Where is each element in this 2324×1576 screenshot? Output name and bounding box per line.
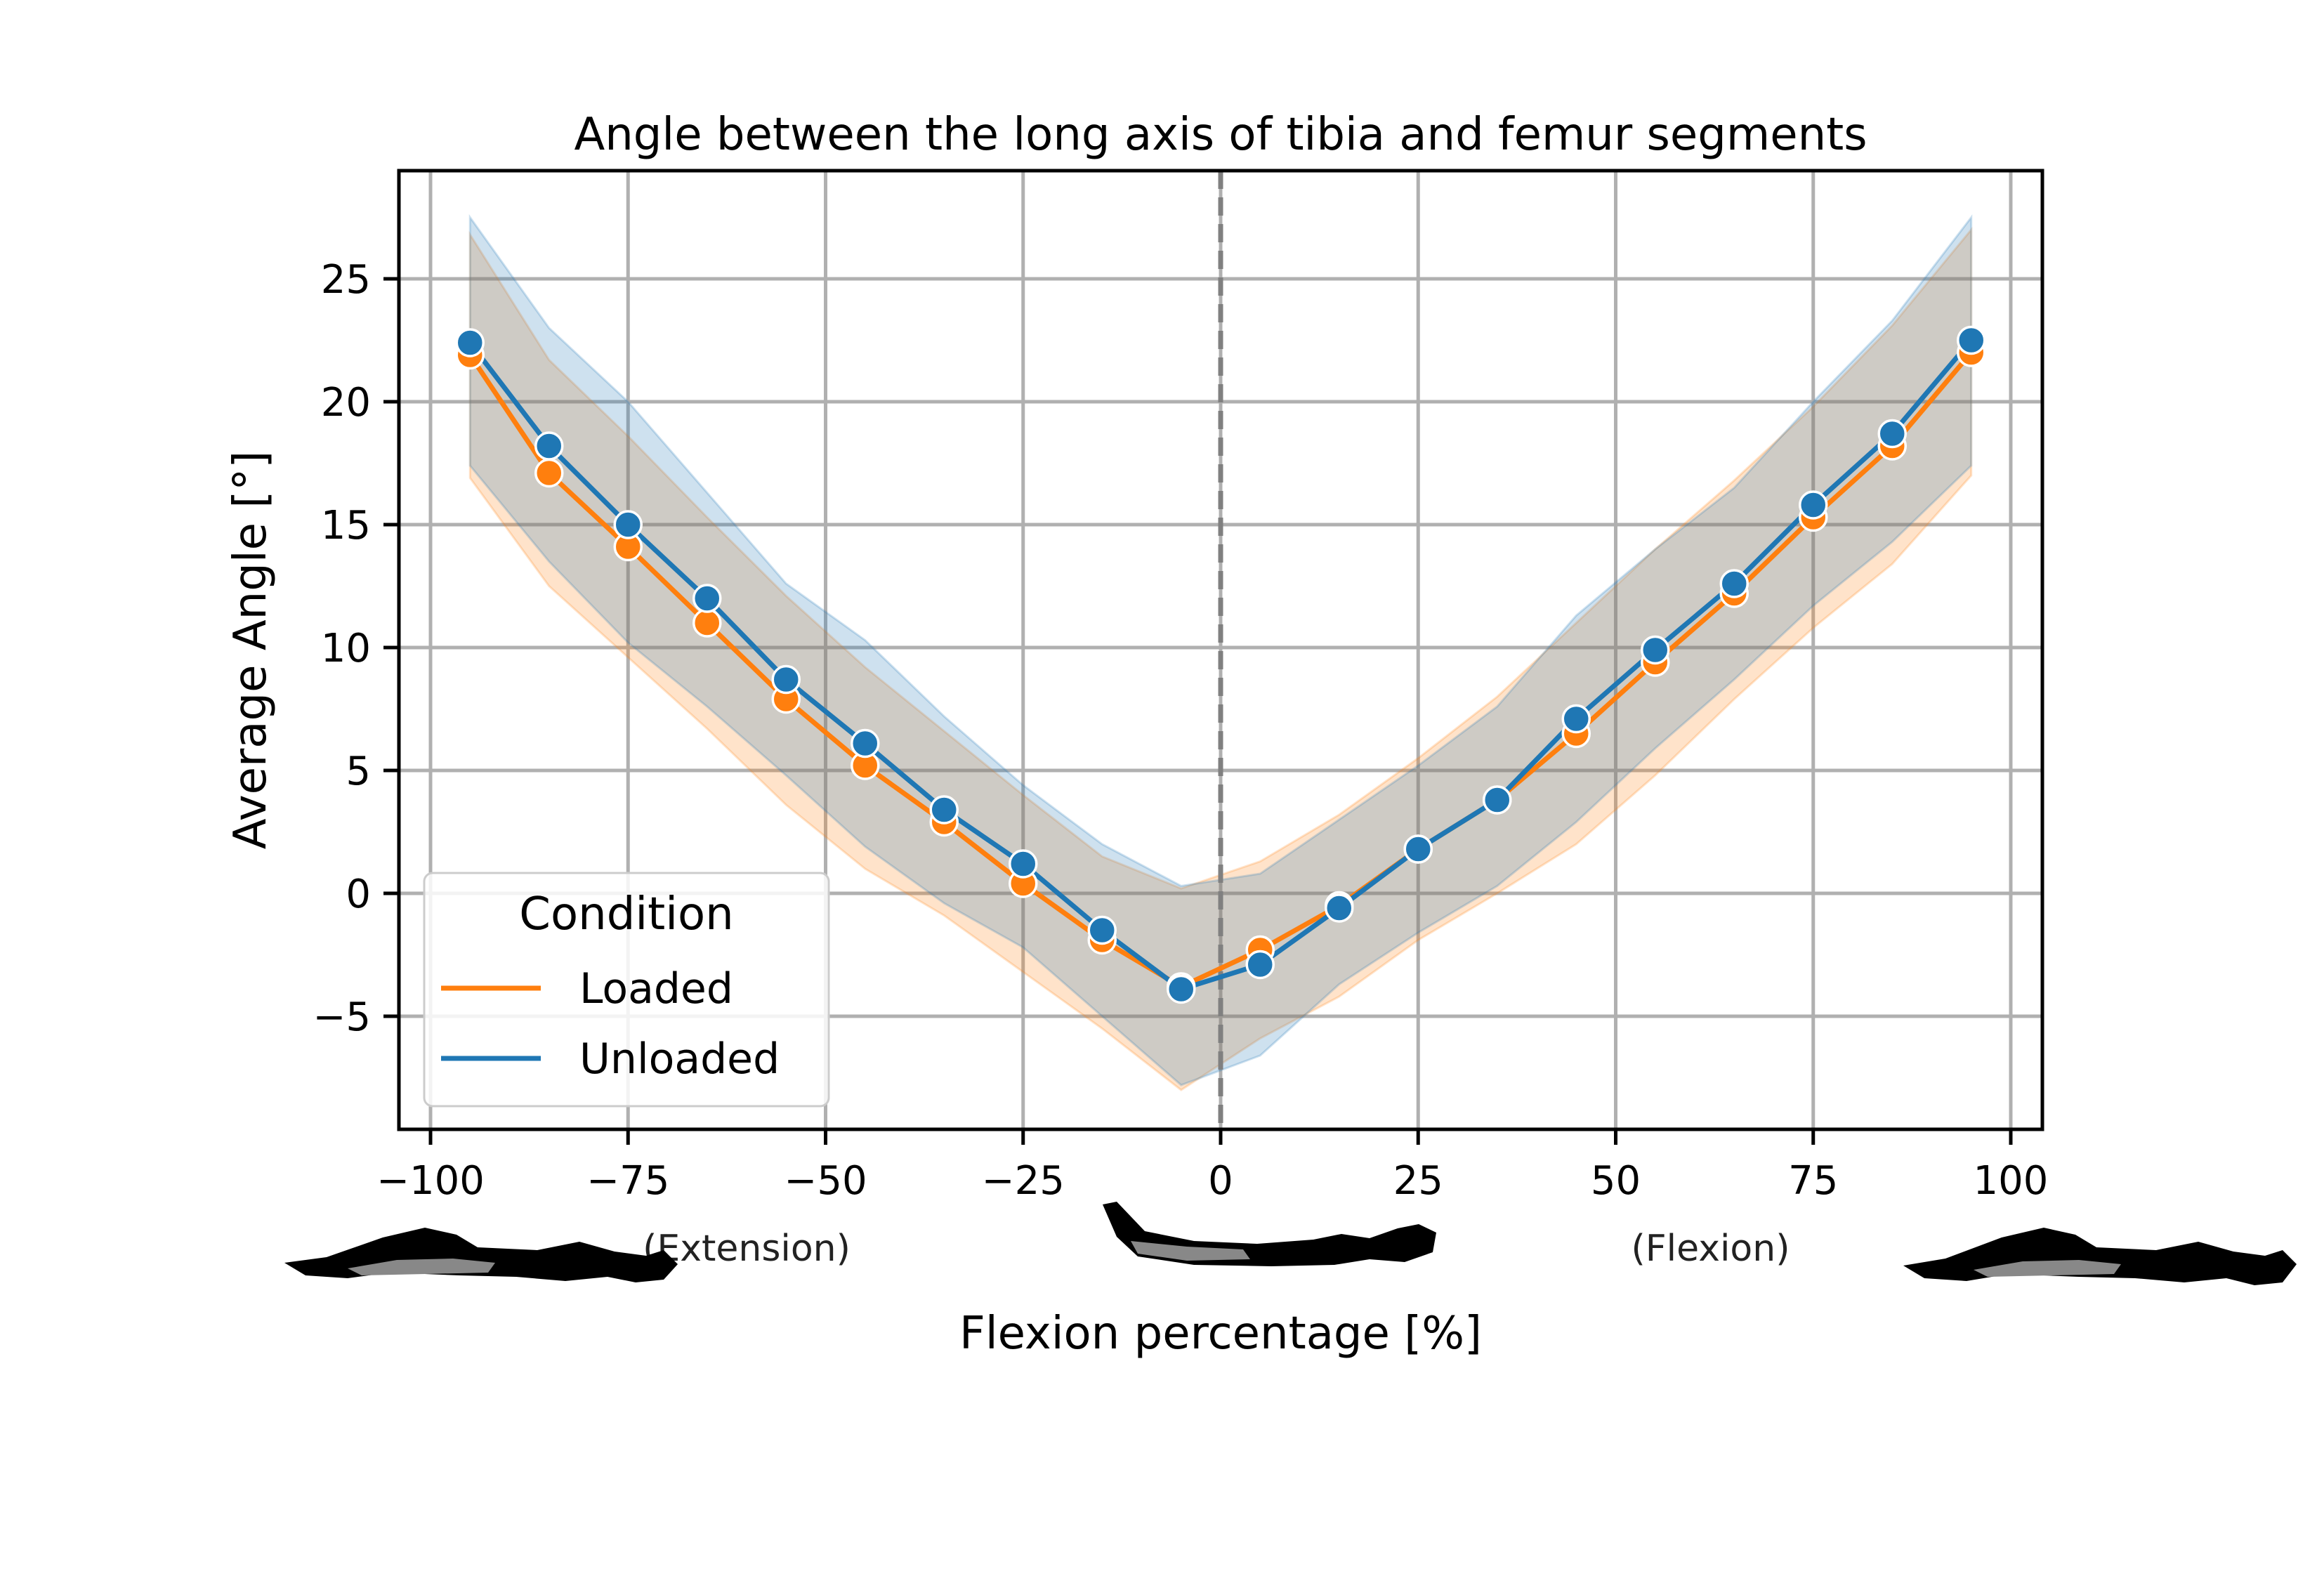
data-point-unloaded <box>851 728 880 759</box>
data-point-unloaded <box>455 328 485 357</box>
y-tick-label: 20 <box>321 380 371 426</box>
data-point-unloaded <box>1641 635 1670 665</box>
x-axis-title: Flexion percentage [%] <box>959 1308 1482 1360</box>
y-tick-label: 15 <box>321 503 371 549</box>
x-tick-label: 100 <box>1974 1158 2049 1204</box>
flexed-pose-icon <box>1903 1228 2297 1285</box>
data-point-loaded <box>534 458 564 488</box>
flexion-label: (Flexion) <box>1631 1228 1790 1270</box>
legend-box <box>423 872 830 1108</box>
x-tick-label: −50 <box>784 1158 867 1204</box>
data-point-unloaded <box>1087 915 1117 945</box>
extension-label: (Extension) <box>643 1228 851 1270</box>
data-point-unloaded <box>1325 893 1354 923</box>
neutral-pose-icon <box>1103 1202 1436 1266</box>
x-tick-label: 50 <box>1591 1158 1641 1204</box>
y-tick-label: 0 <box>346 872 371 917</box>
data-point-unloaded <box>1877 419 1907 449</box>
chart-title: Angle between the long axis of tibia and… <box>574 109 1867 161</box>
x-tick-label: 0 <box>1208 1158 1233 1204</box>
x-tick-label: 25 <box>1393 1158 1443 1204</box>
series-line-loaded <box>468 350 1974 990</box>
data-point-unloaded <box>1799 490 1828 520</box>
x-tick-label: −25 <box>982 1158 1065 1204</box>
legend-title: Condition <box>519 888 733 940</box>
data-point-unloaded <box>613 510 643 539</box>
legend: Condition Loaded Unloaded <box>423 872 830 1108</box>
data-point-unloaded <box>1167 974 1196 1004</box>
x-tick-label: −75 <box>586 1158 669 1204</box>
x-tick-label: −100 <box>376 1158 485 1204</box>
data-point-unloaded <box>1245 950 1275 980</box>
x-tick-label: 75 <box>1788 1158 1838 1204</box>
data-point-loaded <box>692 608 722 638</box>
legend-label-loaded: Loaded <box>579 964 733 1013</box>
series-markers <box>455 325 1986 1004</box>
data-point-unloaded <box>1561 704 1591 734</box>
extended-pose-icon <box>284 1228 678 1282</box>
data-point-unloaded <box>692 584 722 613</box>
data-point-unloaded <box>1009 849 1038 879</box>
y-tick-label: −5 <box>313 994 371 1040</box>
data-point-unloaded <box>534 431 564 461</box>
data-point-unloaded <box>771 664 801 695</box>
data-point-unloaded <box>1957 325 1986 355</box>
data-point-unloaded <box>1403 834 1433 864</box>
y-tick-label: 10 <box>321 626 371 671</box>
data-point-unloaded <box>1483 785 1512 815</box>
y-axis-title: Average Angle [°] <box>225 451 277 850</box>
legend-label-unloaded: Unloaded <box>579 1035 780 1084</box>
data-point-unloaded <box>929 795 959 825</box>
y-tick-label: 5 <box>346 749 371 794</box>
data-point-unloaded <box>1719 569 1749 598</box>
y-tick-label: 25 <box>321 257 371 303</box>
